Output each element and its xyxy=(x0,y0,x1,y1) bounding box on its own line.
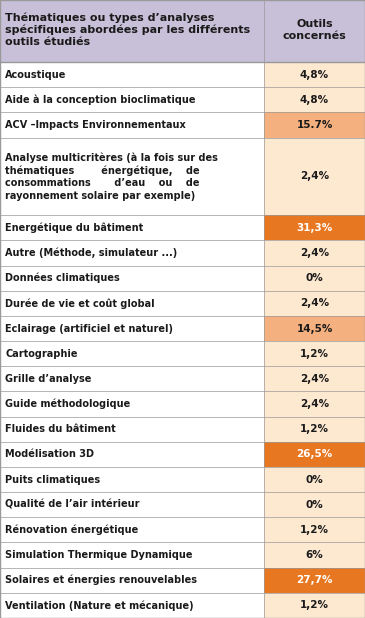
Text: ACV –Impacts Environnementaux: ACV –Impacts Environnementaux xyxy=(5,120,186,130)
Bar xyxy=(0,112,264,138)
Bar xyxy=(0,593,264,618)
Text: 2,4%: 2,4% xyxy=(300,399,329,409)
Bar xyxy=(0,417,264,442)
Bar xyxy=(264,112,365,138)
Text: Cartographie: Cartographie xyxy=(5,349,77,358)
Bar xyxy=(264,417,365,442)
Text: 4,8%: 4,8% xyxy=(300,70,329,80)
Text: Modélisation 3D: Modélisation 3D xyxy=(5,449,94,459)
Text: 0%: 0% xyxy=(306,500,323,510)
Bar xyxy=(264,240,365,266)
Bar xyxy=(264,366,365,391)
Bar xyxy=(264,593,365,618)
Text: 1,2%: 1,2% xyxy=(300,525,329,535)
Text: Fluides du bâtiment: Fluides du bâtiment xyxy=(5,424,116,434)
Text: Analyse multicritères (à la fois sur des
thématiques        énergétique,    de
c: Analyse multicritères (à la fois sur des… xyxy=(5,152,218,201)
Bar xyxy=(264,266,365,291)
Text: Données climatiques: Données climatiques xyxy=(5,273,120,284)
Bar xyxy=(0,291,264,316)
Bar xyxy=(0,492,264,517)
Bar xyxy=(264,442,365,467)
Bar xyxy=(0,316,264,341)
Bar xyxy=(264,341,365,366)
Bar xyxy=(264,62,365,87)
Text: Thématiques ou types d’analyses
spécifiques abordées par les différents
outils é: Thématiques ou types d’analyses spécifiq… xyxy=(5,12,250,47)
Text: Aide à la conception bioclimatique: Aide à la conception bioclimatique xyxy=(5,95,196,105)
Text: Puits climatiques: Puits climatiques xyxy=(5,475,100,485)
Bar xyxy=(264,467,365,492)
Bar xyxy=(0,341,264,366)
Bar xyxy=(264,291,365,316)
Bar xyxy=(0,517,264,543)
Text: 0%: 0% xyxy=(306,475,323,485)
Text: Ventilation (Nature et mécanique): Ventilation (Nature et mécanique) xyxy=(5,600,193,611)
Text: Qualité de l’air intérieur: Qualité de l’air intérieur xyxy=(5,500,139,510)
Text: 2,4%: 2,4% xyxy=(300,248,329,258)
Bar xyxy=(0,467,264,492)
Text: Autre (Méthode, simulateur ...): Autre (Méthode, simulateur ...) xyxy=(5,248,177,258)
Bar xyxy=(0,215,264,240)
Text: 2,4%: 2,4% xyxy=(300,374,329,384)
Text: 15.7%: 15.7% xyxy=(296,120,333,130)
Bar xyxy=(264,316,365,341)
Text: 2,4%: 2,4% xyxy=(300,298,329,308)
Bar xyxy=(264,87,365,112)
Bar xyxy=(264,492,365,517)
Text: 1,2%: 1,2% xyxy=(300,349,329,358)
Text: 1,2%: 1,2% xyxy=(300,424,329,434)
Bar xyxy=(264,568,365,593)
Bar xyxy=(0,240,264,266)
Text: Energétique du bâtiment: Energétique du bâtiment xyxy=(5,222,143,233)
Bar xyxy=(264,138,365,215)
Bar xyxy=(0,87,264,112)
Text: 27,7%: 27,7% xyxy=(296,575,333,585)
Bar xyxy=(0,0,365,62)
Bar xyxy=(0,366,264,391)
Bar xyxy=(264,215,365,240)
Text: Acoustique: Acoustique xyxy=(5,70,66,80)
Text: 2,4%: 2,4% xyxy=(300,171,329,182)
Text: Guide méthodologique: Guide méthodologique xyxy=(5,399,130,409)
Bar xyxy=(0,442,264,467)
Bar xyxy=(0,138,264,215)
Text: Eclairage (artificiel et naturel): Eclairage (artificiel et naturel) xyxy=(5,324,173,334)
Text: 0%: 0% xyxy=(306,273,323,283)
Text: Rénovation énergétique: Rénovation énergétique xyxy=(5,525,138,535)
Text: 31,3%: 31,3% xyxy=(296,223,333,233)
Bar xyxy=(264,543,365,568)
Bar xyxy=(0,62,264,87)
Text: Simulation Thermique Dynamique: Simulation Thermique Dynamique xyxy=(5,550,192,560)
Text: 1,2%: 1,2% xyxy=(300,601,329,611)
Text: 4,8%: 4,8% xyxy=(300,95,329,105)
Bar xyxy=(264,391,365,417)
Text: 26,5%: 26,5% xyxy=(296,449,333,459)
Text: Grille d’analyse: Grille d’analyse xyxy=(5,374,91,384)
Text: Outils
concernés: Outils concernés xyxy=(283,19,346,41)
Text: 6%: 6% xyxy=(306,550,323,560)
Bar xyxy=(0,568,264,593)
Bar xyxy=(0,266,264,291)
Bar xyxy=(0,543,264,568)
Bar xyxy=(264,517,365,543)
Text: Solaires et énergies renouvelables: Solaires et énergies renouvelables xyxy=(5,575,197,585)
Text: 14,5%: 14,5% xyxy=(296,324,333,334)
Bar xyxy=(0,391,264,417)
Text: Durée de vie et coût global: Durée de vie et coût global xyxy=(5,298,155,308)
